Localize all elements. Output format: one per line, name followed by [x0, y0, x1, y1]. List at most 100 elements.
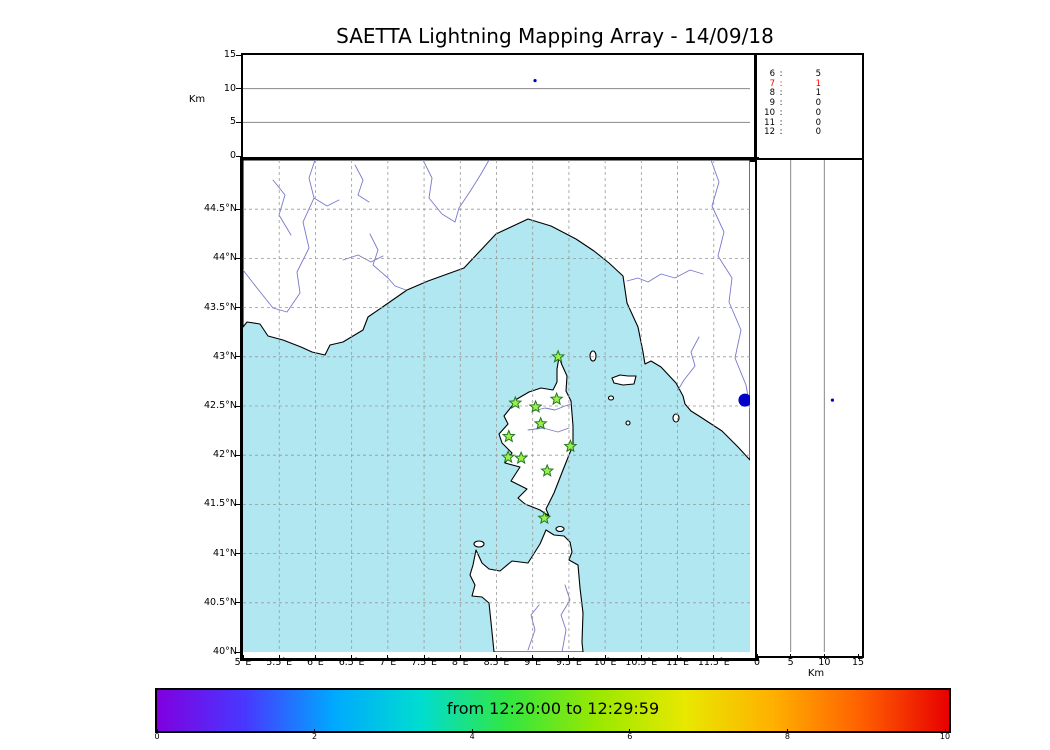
station-count-row: 12: 0 — [757, 128, 862, 138]
longitude-tick-label: 8°E — [451, 657, 469, 668]
station-count-key: 9 — [769, 98, 775, 109]
station-count-value: 0 — [815, 117, 821, 128]
latitude-tick-mark — [235, 257, 240, 259]
station-count-colon: : — [779, 98, 783, 109]
altitude-latitude-panel — [755, 158, 864, 658]
map-grid — [243, 160, 750, 652]
station-count-row: 10: 0 — [757, 107, 862, 119]
altitude-axis-unit-label: Km — [188, 94, 206, 105]
station-count-value: 1 — [815, 88, 821, 99]
station-count-value: 1 — [815, 78, 821, 89]
colorbar-tick-label: 10 — [939, 732, 951, 741]
latitude-tick-label: 42.5°N — [203, 400, 237, 411]
longitude-tick-mark — [387, 655, 389, 660]
longitude-tick-mark — [459, 655, 461, 660]
longitude-tick-label: 10°E — [593, 657, 617, 668]
altitude-tick-mark — [236, 121, 241, 123]
river — [313, 197, 340, 207]
island-maddalena — [555, 525, 565, 533]
river — [560, 584, 571, 652]
altitude-tick-mark — [236, 54, 241, 56]
colorbar: from 12:20:00 to 12:29:59 — [155, 688, 951, 733]
river — [454, 160, 490, 223]
longitude-tick-mark — [532, 655, 534, 660]
latitude-tick-mark — [235, 405, 240, 407]
map-panel — [240, 157, 759, 661]
station-markers — [501, 349, 578, 525]
station-count-colon: : — [779, 88, 783, 99]
river — [243, 160, 316, 313]
station-star-marker — [563, 438, 578, 453]
river — [677, 336, 700, 391]
latitude-tick-label: 43°N — [213, 350, 237, 362]
figure-title: SAETTA Lightning Mapping Array - 14/09/1… — [336, 24, 774, 48]
km-axis-unit-label: Km — [807, 668, 825, 679]
latitude-tick-label: 42°N — [213, 449, 237, 461]
station-count-key: 12 — [764, 127, 775, 138]
latitude-tick-mark — [235, 208, 240, 210]
station-count-value: 0 — [815, 107, 821, 118]
colorbar-tick-mark — [471, 729, 473, 732]
station-star-marker — [537, 510, 552, 525]
longitude-tick-mark — [677, 655, 679, 660]
latitude-tick-mark — [235, 651, 240, 653]
altitude-tick-label: 5 — [229, 116, 236, 128]
longitude-tick-label: 7.5°E — [411, 657, 437, 668]
latitude-tick-label: 44.5°N — [203, 203, 237, 215]
island-montecristo — [625, 420, 631, 426]
colorbar-time-range-label: from 12:20:00 to 12:29:59 — [446, 699, 660, 718]
station-count-value: 0 — [815, 98, 821, 109]
longitude-tick-label: 7°E — [379, 657, 397, 668]
island-capraia — [589, 350, 597, 362]
latitude-tick-label: 44°N — [213, 252, 237, 264]
station-count-colon: : — [779, 127, 783, 138]
station-count-key: 6 — [769, 69, 775, 79]
station-count-row: 8: 1 — [757, 89, 862, 99]
river — [710, 160, 750, 409]
longitude-tick-mark — [242, 655, 244, 660]
station-star-marker — [540, 463, 555, 477]
station-count-panel: 6: 5 7: 1 8: 1 9: 0 10: 0 11: 0 12: 0 — [755, 53, 864, 162]
longitude-tick-label: 5°E — [234, 657, 252, 668]
station-count-row: 7: 1 — [757, 78, 862, 90]
island-asinara — [473, 540, 485, 548]
island-elba — [611, 374, 637, 386]
colorbar-gradient — [157, 690, 949, 731]
altitude-latitude-plot — [790, 160, 835, 652]
latitude-tick-mark — [235, 503, 240, 505]
station-star-marker — [508, 395, 523, 409]
latitude-tick-label: 43.5°N — [203, 301, 237, 313]
longitude-tick-label: 8.5°E — [483, 657, 510, 668]
km-tick-mark — [790, 654, 792, 659]
longitude-tick-label: 6.5°E — [338, 657, 365, 668]
station-count-colon: : — [779, 69, 783, 79]
coastline-sardinia — [469, 529, 584, 652]
colorbar-tick-mark — [156, 729, 158, 732]
altitude-tick-mark — [236, 88, 241, 90]
longitude-tick-mark — [351, 655, 353, 660]
km-tick-mark — [823, 654, 825, 659]
longitude-tick-label: 11.5°E — [697, 657, 730, 668]
coastline-mainland-france-italy — [243, 160, 750, 461]
station-count-value: 0 — [815, 127, 821, 138]
latitude-tick-label: 41°N — [213, 547, 237, 559]
latitude-tick-mark — [235, 356, 240, 358]
km-tick-label: 0 — [753, 657, 761, 668]
colorbar-tick-label: 2 — [312, 732, 318, 741]
lightning-source-dot — [533, 78, 537, 83]
river — [354, 164, 370, 203]
river — [272, 179, 292, 236]
station-count-row: 6: 5 — [757, 69, 862, 80]
station-count-colon: : — [779, 107, 783, 118]
station-count-row: 11: 0 — [757, 117, 862, 129]
station-star-marker — [514, 450, 529, 465]
colorbar-tick-label: 8 — [784, 732, 790, 741]
station-count-row: 9: 0 — [757, 98, 862, 109]
longitude-tick-mark — [640, 655, 642, 660]
altitude-tick-mark — [236, 155, 241, 157]
station-count-key: 10 — [764, 107, 775, 118]
longitude-tick-mark — [604, 655, 606, 660]
longitude-tick-label: 9.5°E — [555, 657, 582, 668]
station-count-colon: : — [779, 117, 783, 128]
station-count-colon: : — [779, 78, 783, 89]
